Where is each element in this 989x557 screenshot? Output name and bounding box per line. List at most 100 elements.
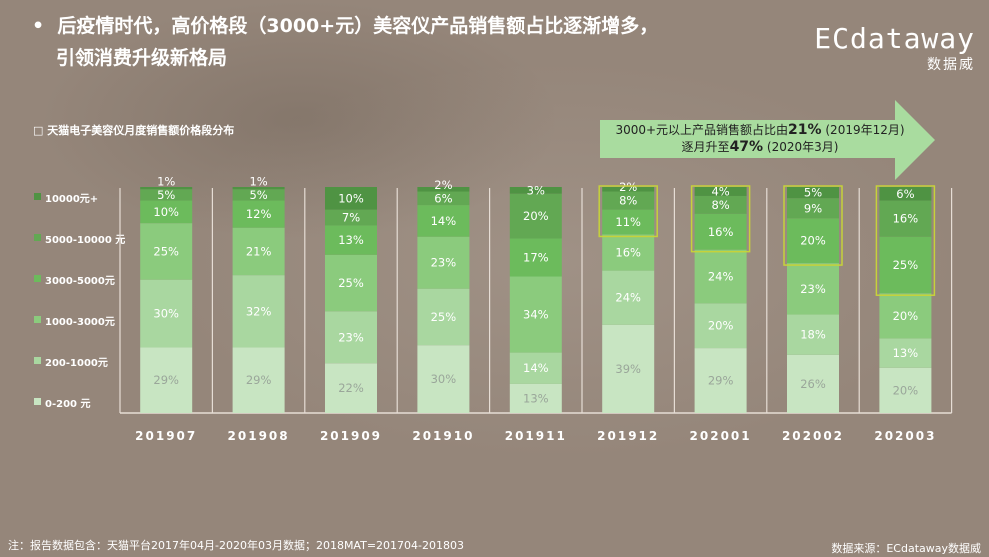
- callout-value-2: 47%: [729, 139, 764, 155]
- bar-segment: [325, 254, 377, 312]
- bar-segment: [787, 198, 839, 219]
- data-label: 5%: [249, 188, 267, 202]
- bar-segment: [140, 347, 193, 413]
- title-line-1: 后疫情时代，高价格段（3000+元）美容仪产品销售额占比逐渐增多，: [57, 15, 659, 37]
- bar-segment: [325, 209, 377, 226]
- data-label: 29%: [708, 374, 734, 388]
- x-tick-label: 201909: [320, 429, 382, 443]
- data-label: 20%: [893, 383, 919, 397]
- logo-cn: 数据威: [927, 57, 975, 73]
- data-label: 30%: [431, 372, 457, 386]
- legend-label: 3000-5000元: [45, 276, 115, 287]
- legend-label: 0-200 元: [45, 399, 91, 410]
- legend-swatch: [34, 275, 41, 282]
- legend-item: 5000-10000 元: [34, 231, 125, 272]
- bar-segment: [602, 234, 655, 271]
- data-label: 29%: [153, 373, 179, 387]
- legend-label: 1000-3000元: [45, 317, 115, 328]
- callout-value-1: 21%: [788, 122, 822, 138]
- data-label: 6%: [896, 187, 914, 201]
- bar-segment: [140, 200, 193, 224]
- callout-date-2: (2020年3月): [763, 140, 839, 154]
- data-label: 25%: [431, 310, 457, 324]
- data-label: 13%: [523, 391, 549, 405]
- legend-item: 10000元+: [34, 190, 125, 231]
- bar-segment: [509, 193, 562, 239]
- data-label: 23%: [431, 256, 457, 270]
- data-label: 14%: [523, 361, 549, 375]
- bar-segment: [232, 200, 285, 228]
- data-label: 23%: [800, 282, 826, 296]
- bar-segment: [602, 187, 655, 192]
- x-tick-label: 202003: [874, 429, 936, 443]
- data-label: 25%: [153, 244, 179, 258]
- bar-segment: [417, 288, 470, 346]
- data-label: 30%: [153, 307, 179, 321]
- bar-segment: [787, 354, 839, 413]
- x-tick-label: 201908: [228, 429, 290, 443]
- bar-segment: [140, 223, 193, 280]
- x-tick-label: 201910: [412, 429, 474, 443]
- legend-swatch: [34, 398, 41, 405]
- chart-title: □ 天猫电子美容仪月度销售额价格段分布: [33, 124, 235, 137]
- x-tick-label: 202001: [690, 429, 752, 443]
- bar-segment: [787, 187, 839, 199]
- bar-segment: [694, 187, 747, 196]
- bar-segment: [509, 352, 562, 384]
- data-label: 21%: [246, 244, 272, 258]
- data-label: 10%: [338, 191, 364, 205]
- bar-segment: [694, 213, 747, 250]
- bar-segment: [602, 191, 655, 210]
- bar-segment: [602, 270, 655, 325]
- data-label: 3%: [527, 183, 545, 197]
- legend-item: 0-200 元: [34, 395, 125, 436]
- legend: 10000元+ 5000-10000 元 3000-5000元 1000-3000元 2…: [34, 190, 125, 436]
- data-label: 20%: [800, 234, 826, 248]
- x-tick-label: 201912: [597, 429, 659, 443]
- data-label: 32%: [246, 304, 272, 318]
- highlight-box: [598, 185, 658, 238]
- legend-swatch: [34, 357, 41, 364]
- data-label: 2%: [434, 178, 452, 192]
- bar-segment: [879, 293, 932, 339]
- bar-segment: [417, 345, 470, 413]
- data-label: 2%: [619, 180, 637, 194]
- data-label: 5%: [157, 188, 175, 202]
- data-label: 5%: [804, 186, 822, 200]
- legend-swatch: [34, 234, 41, 241]
- data-label: 1%: [249, 174, 267, 188]
- footnote: 注：报告数据包含：天猫平台2017年04月-2020年03月数据；2018MAT…: [8, 539, 464, 552]
- bar-segment: [694, 303, 747, 349]
- highlight-box: [875, 185, 936, 296]
- bar-segment: [509, 238, 562, 277]
- legend-item: 3000-5000元: [34, 272, 125, 313]
- x-tick-label: 201911: [505, 429, 567, 443]
- data-label: 20%: [523, 209, 549, 223]
- data-label: 8%: [711, 198, 729, 212]
- bar-segment: [787, 314, 839, 355]
- bar-segment: [879, 367, 932, 413]
- bar-segment: [787, 263, 839, 315]
- bar-segment: [232, 189, 285, 201]
- legend-swatch: [34, 193, 41, 200]
- data-label: 8%: [619, 194, 637, 208]
- bar-segment: [694, 195, 747, 214]
- data-label: 14%: [431, 214, 457, 228]
- legend-label: 200-1000元: [45, 358, 108, 369]
- data-label: 4%: [711, 184, 729, 198]
- callout-pre: 3000+元以上产品销售额占比由: [615, 123, 789, 137]
- logo: ECdataway 数据威: [814, 24, 975, 74]
- bar-segment: [417, 187, 470, 192]
- data-label: 22%: [338, 381, 364, 395]
- bar-segment: [325, 187, 377, 210]
- bar-segment: [325, 363, 377, 413]
- data-label: 1%: [157, 174, 175, 188]
- bar-segment: [417, 205, 470, 237]
- bar-segment: [879, 200, 932, 237]
- legend-label: 10000元+: [45, 194, 99, 205]
- data-label: 13%: [338, 233, 364, 247]
- data-label: 20%: [708, 319, 734, 333]
- data-label: 9%: [804, 201, 822, 215]
- data-label: 6%: [434, 191, 452, 205]
- data-label: 13%: [893, 346, 919, 360]
